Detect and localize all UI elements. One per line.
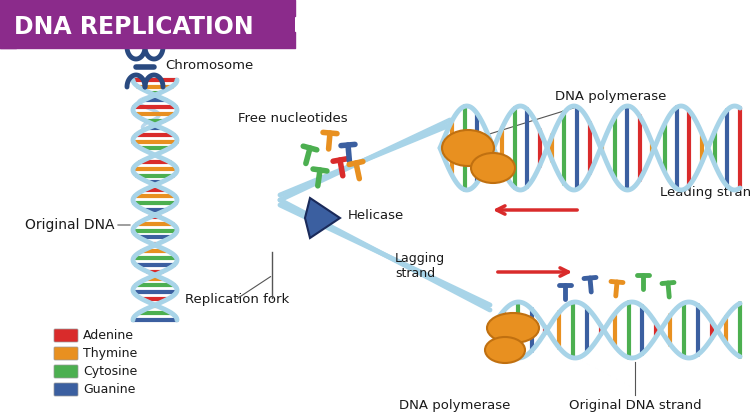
Ellipse shape	[471, 153, 515, 183]
FancyBboxPatch shape	[0, 0, 295, 48]
Ellipse shape	[487, 313, 539, 343]
Text: DNA polymerase: DNA polymerase	[399, 398, 511, 411]
FancyBboxPatch shape	[54, 365, 78, 378]
Text: Lagging
strand: Lagging strand	[395, 252, 445, 280]
Text: Free nucleotides: Free nucleotides	[238, 112, 348, 125]
Text: Chromosome: Chromosome	[165, 59, 254, 72]
Text: DNA polymerase: DNA polymerase	[472, 90, 666, 139]
Ellipse shape	[485, 337, 525, 363]
Text: Leading strand: Leading strand	[660, 186, 750, 199]
Text: Original DNA: Original DNA	[25, 218, 115, 232]
Text: DNA REPLICATION: DNA REPLICATION	[14, 15, 254, 39]
Text: Thymine: Thymine	[83, 347, 137, 360]
FancyBboxPatch shape	[54, 383, 78, 396]
Text: Guanine: Guanine	[83, 383, 135, 396]
Polygon shape	[305, 198, 340, 238]
Text: Replication fork: Replication fork	[185, 293, 290, 307]
Ellipse shape	[442, 130, 494, 166]
Text: Helicase: Helicase	[348, 209, 404, 222]
FancyBboxPatch shape	[54, 329, 78, 342]
FancyBboxPatch shape	[54, 347, 78, 360]
Text: Adenine: Adenine	[83, 329, 134, 342]
Text: Original DNA strand: Original DNA strand	[568, 398, 701, 411]
Text: Cytosine: Cytosine	[83, 365, 137, 378]
